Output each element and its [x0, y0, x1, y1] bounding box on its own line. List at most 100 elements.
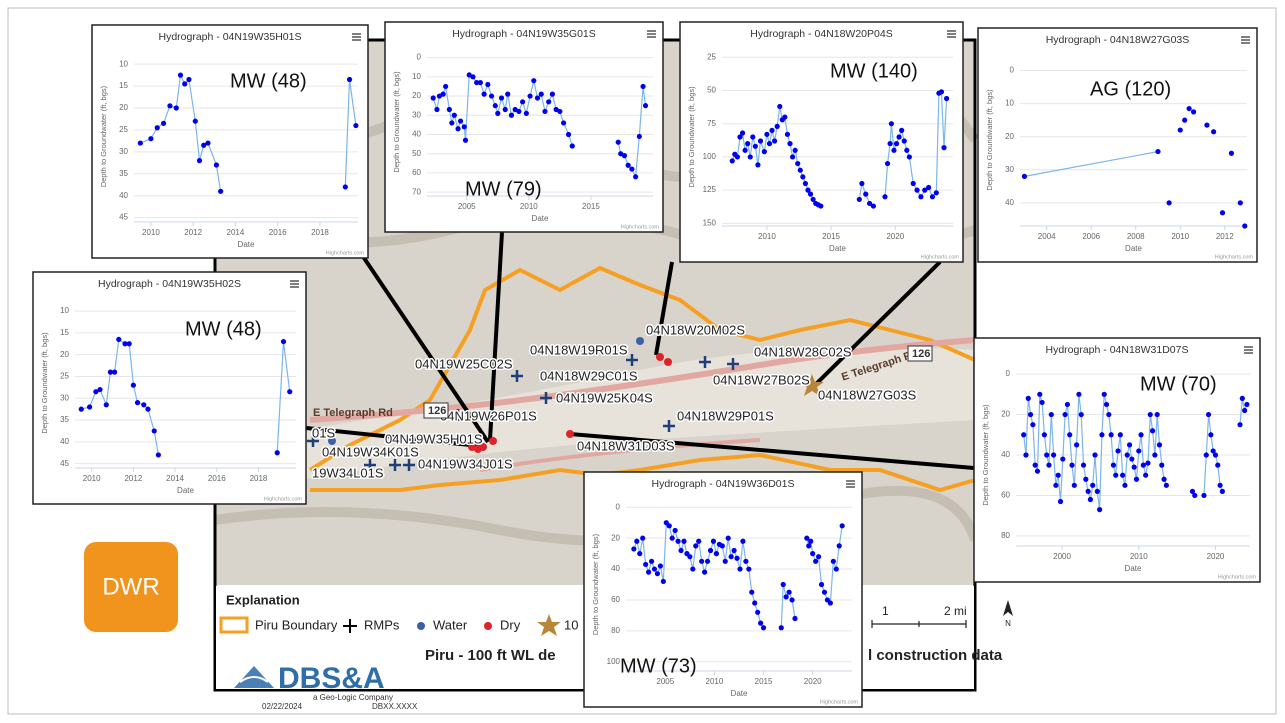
x-tick-label: 2010 — [1171, 232, 1189, 241]
data-point — [790, 154, 795, 159]
x-tick-label: 2008 — [1127, 232, 1145, 241]
data-point — [810, 551, 815, 556]
annotation: MW (73) — [620, 655, 697, 677]
y-tick-label: 25 — [119, 125, 128, 134]
chart-title: Hydrograph - 04N19W35G01S — [452, 28, 596, 40]
x-tick-label: 2006 — [1082, 232, 1100, 241]
data-point — [734, 556, 739, 561]
data-point — [643, 562, 648, 567]
data-point — [1037, 392, 1042, 397]
data-point — [634, 539, 639, 544]
data-point — [524, 111, 529, 116]
data-point — [643, 103, 648, 108]
data-point — [1129, 456, 1134, 461]
data-point — [930, 194, 935, 199]
data-point — [769, 128, 774, 133]
data-point — [138, 140, 143, 145]
data-point — [750, 134, 755, 139]
data-point — [658, 563, 663, 568]
data-point — [918, 194, 923, 199]
y-tick-label: 25 — [707, 52, 716, 61]
data-point — [758, 138, 763, 143]
data-point — [746, 566, 751, 571]
hydrograph: Hydrograph - 04N19W35H01S101520253035404… — [92, 25, 368, 258]
dry-marker — [664, 358, 672, 366]
y-tick-label: 35 — [60, 415, 69, 424]
data-point — [561, 120, 566, 125]
data-point — [79, 407, 84, 412]
data-point — [1204, 123, 1209, 128]
y-tick-label: 20 — [611, 533, 620, 542]
well-label: 04N19W25K04S — [556, 390, 653, 405]
y-tick-label: 30 — [119, 147, 128, 156]
y-tick-label: 35 — [119, 169, 128, 178]
y-tick-label: 10 — [119, 59, 128, 68]
data-point — [275, 450, 280, 455]
x-tick-label: 2010 — [520, 202, 538, 211]
x-tick-label: 2012 — [124, 474, 142, 483]
data-point — [520, 99, 525, 104]
y-tick-label: 30 — [60, 393, 69, 402]
data-point — [161, 121, 166, 126]
data-point — [1097, 507, 1102, 512]
data-point — [1204, 452, 1209, 457]
data-point — [1159, 463, 1164, 468]
data-point — [749, 590, 754, 595]
legend-item: Water — [433, 617, 468, 632]
well-label: 04N18W29P01S — [677, 408, 774, 423]
data-point — [1104, 402, 1109, 407]
data-point — [1023, 452, 1028, 457]
data-point — [1072, 483, 1077, 488]
data-point — [1102, 392, 1107, 397]
data-point — [1026, 396, 1031, 401]
road-label: E Telegraph Rd — [313, 407, 393, 419]
data-point — [667, 523, 672, 528]
data-point — [178, 73, 183, 78]
data-point — [1051, 452, 1056, 457]
credit: Highcharts.com — [1218, 574, 1257, 580]
y-tick-label: 45 — [119, 213, 128, 222]
data-point — [566, 132, 571, 137]
data-point — [1201, 493, 1206, 498]
well-label: 04N18W20M02S — [646, 322, 745, 337]
data-point — [1035, 469, 1040, 474]
data-point — [941, 145, 946, 150]
data-point — [353, 123, 358, 128]
data-point — [182, 81, 187, 86]
x-tick-label: 2016 — [208, 474, 226, 483]
data-point — [787, 141, 792, 146]
data-point — [885, 161, 890, 166]
data-point — [1155, 412, 1160, 417]
credit: Highcharts.com — [1215, 254, 1254, 260]
data-point — [127, 341, 132, 346]
data-point — [675, 539, 680, 544]
data-point — [1145, 460, 1150, 465]
data-point — [1086, 489, 1091, 494]
data-point — [449, 120, 454, 125]
data-point — [808, 192, 813, 197]
data-point — [218, 189, 223, 194]
data-point — [1049, 412, 1054, 417]
data-point — [785, 132, 790, 137]
chart-title: Hydrograph - 04N18W27G03S — [1046, 34, 1190, 46]
y-tick-label: 125 — [703, 185, 717, 194]
data-point — [431, 95, 436, 100]
company: a Geo-Logic Company — [313, 693, 393, 702]
data-point — [104, 402, 109, 407]
data-point — [764, 132, 769, 137]
x-tick-label: 2010 — [1130, 552, 1148, 561]
y-tick-label: 20 — [119, 103, 128, 112]
data-point — [907, 154, 912, 159]
data-point — [542, 109, 547, 114]
x-axis-title: Date — [1125, 564, 1142, 573]
data-point — [205, 140, 210, 145]
data-point — [1056, 473, 1061, 478]
x-tick-label: 2020 — [1207, 552, 1225, 561]
data-point — [1058, 499, 1063, 504]
data-point — [347, 77, 352, 82]
x-tick-label: 2014 — [227, 228, 245, 237]
data-point — [1115, 448, 1120, 453]
chart-title: Hydrograph - 04N19W36D01S — [652, 478, 795, 490]
data-point — [818, 203, 823, 208]
data-point — [731, 548, 736, 553]
